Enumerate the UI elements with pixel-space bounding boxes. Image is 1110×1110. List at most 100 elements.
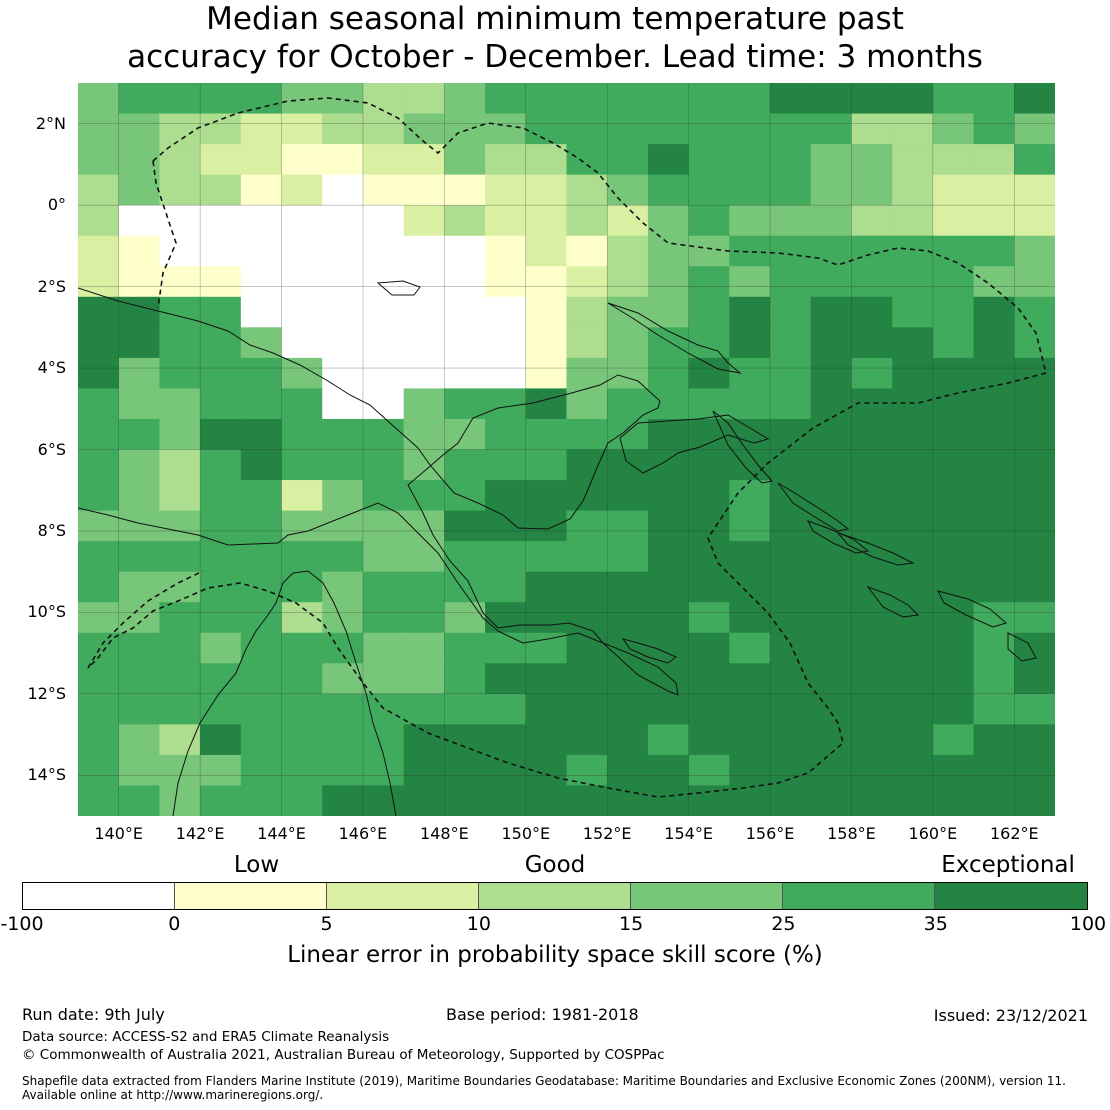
heatmap-cell [525,205,568,237]
heatmap-cell [892,266,934,298]
map-panel[interactable] [78,83,1055,816]
colorbar-segment [175,883,327,909]
heatmap-cell [240,785,283,816]
y-tick-label: 8°S [37,520,66,540]
heatmap-cell [770,480,812,512]
x-tick-label: 140°E [94,824,144,843]
heatmap-cell [851,357,893,390]
heatmap-cell [281,602,323,634]
base-period: Base period: 1981-2018 [446,1005,639,1024]
heatmap-cell [485,357,527,390]
heatmap-cell [892,418,934,451]
heatmap-cell [159,174,201,206]
heatmap-cell [403,480,445,512]
heatmap-cell [973,144,1015,176]
heatmap-cell [78,602,120,634]
heatmap-cell [281,357,323,390]
heatmap-cell [159,602,201,634]
heatmap-cell [607,83,649,115]
heatmap-cell [322,663,364,695]
heatmap-cell [932,296,975,328]
heatmap-cell [159,571,201,603]
heatmap-cell [729,510,771,542]
heatmap-cell [770,266,812,298]
heatmap-cell [240,724,283,756]
heatmap-cell [485,663,527,695]
heatmap-cell [78,83,120,115]
shapefile-credit-line2[interactable]: Available online at http://www.marinereg… [22,1088,324,1102]
heatmap-cell [525,83,568,115]
heatmap-cell [362,571,405,603]
eez-boundaries [87,97,1047,798]
x-tick-label: 148°E [420,824,469,843]
heatmap-cell [159,632,201,664]
heatmap-cell [973,327,1015,359]
heatmap-cell [240,388,283,420]
heatmap-cell [281,693,323,725]
heatmap-cell [362,83,405,115]
heatmap-cell [403,693,445,725]
heatmap-cell [688,235,730,267]
heatmap-cell [78,663,120,695]
heatmap-cell [322,327,364,359]
heatmap-cell [444,174,486,206]
heatmap-cell [322,418,364,451]
heatmap-cell [240,449,283,481]
heatmap-cell [729,357,771,390]
heatmap-cell [485,632,527,664]
heatmap-cell [78,327,120,359]
heatmap-cell [403,663,445,695]
heatmap-cell [403,205,445,237]
heatmap-cell [688,449,730,481]
heatmap-cell [78,357,120,390]
heatmap-cell [444,602,486,634]
colorbar-category-label: Good [524,852,586,878]
y-tick-label: 6°S [37,439,66,459]
heatmap-cell [770,144,812,176]
heatmap-cell [566,174,608,206]
heatmap-cell [159,449,201,481]
heatmap-cell [362,754,405,787]
heatmap-cell [362,541,405,573]
heatmap-cell [566,785,608,816]
heatmap-cell [525,602,568,634]
heatmap-cell [647,602,690,634]
heatmap-cell [444,693,486,725]
heatmap-cell [444,449,486,481]
heatmap-cell [770,602,812,634]
heatmap-cell [78,785,120,816]
heatmap-cell [200,235,242,267]
heatmap-cell [607,266,649,298]
heatmap-cell [118,785,161,816]
heatmap-cell [159,510,201,542]
colorbar-tick-label: 15 [619,913,644,935]
heatmap-cell [281,113,323,145]
heatmap-cell [851,724,893,756]
heatmap-cell [525,632,568,664]
heatmap-cell [485,480,527,512]
heatmap-cell [566,357,608,390]
heatmap-cell [403,602,445,634]
heatmap-cell [525,510,568,542]
heatmap-cell [851,327,893,359]
heatmap-cell [810,754,853,787]
heatmap-cell [688,724,730,756]
heatmap-cell [281,480,323,512]
shapefile-credit-line1: Shapefile data extracted from Flanders M… [22,1074,1066,1088]
heatmap-cell [851,632,893,664]
heatmap-cell [770,785,812,816]
heatmap-cell [892,663,934,695]
heatmap-cell [240,174,283,206]
heatmap-cell [322,174,364,206]
eez-coral-sea [87,570,204,669]
heatmap-cell [403,724,445,756]
colorbar-tick-label: 35 [923,913,948,935]
heatmap-cell [118,754,161,787]
heatmap-cell [240,663,283,695]
heatmap-cell [932,602,975,634]
heatmap-cell [444,296,486,328]
colorbar-segment [23,883,175,909]
heatmap-cell [403,571,445,603]
heatmap-cell [566,480,608,512]
heatmap-cell [1014,541,1055,573]
